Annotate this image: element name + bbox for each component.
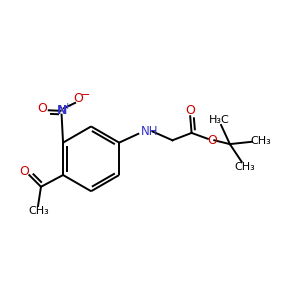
- Text: O: O: [19, 165, 29, 178]
- Text: CH₃: CH₃: [250, 136, 271, 146]
- Text: CH₃: CH₃: [28, 206, 49, 216]
- Text: O: O: [185, 104, 195, 117]
- Text: +: +: [63, 102, 70, 111]
- Text: CH₃: CH₃: [234, 162, 255, 172]
- Text: N: N: [56, 104, 67, 117]
- Text: O: O: [74, 92, 84, 105]
- Text: O: O: [38, 102, 47, 115]
- Text: H₃C: H₃C: [209, 115, 230, 125]
- Text: O: O: [207, 134, 217, 147]
- Text: NH: NH: [141, 125, 159, 138]
- Text: −: −: [80, 90, 90, 100]
